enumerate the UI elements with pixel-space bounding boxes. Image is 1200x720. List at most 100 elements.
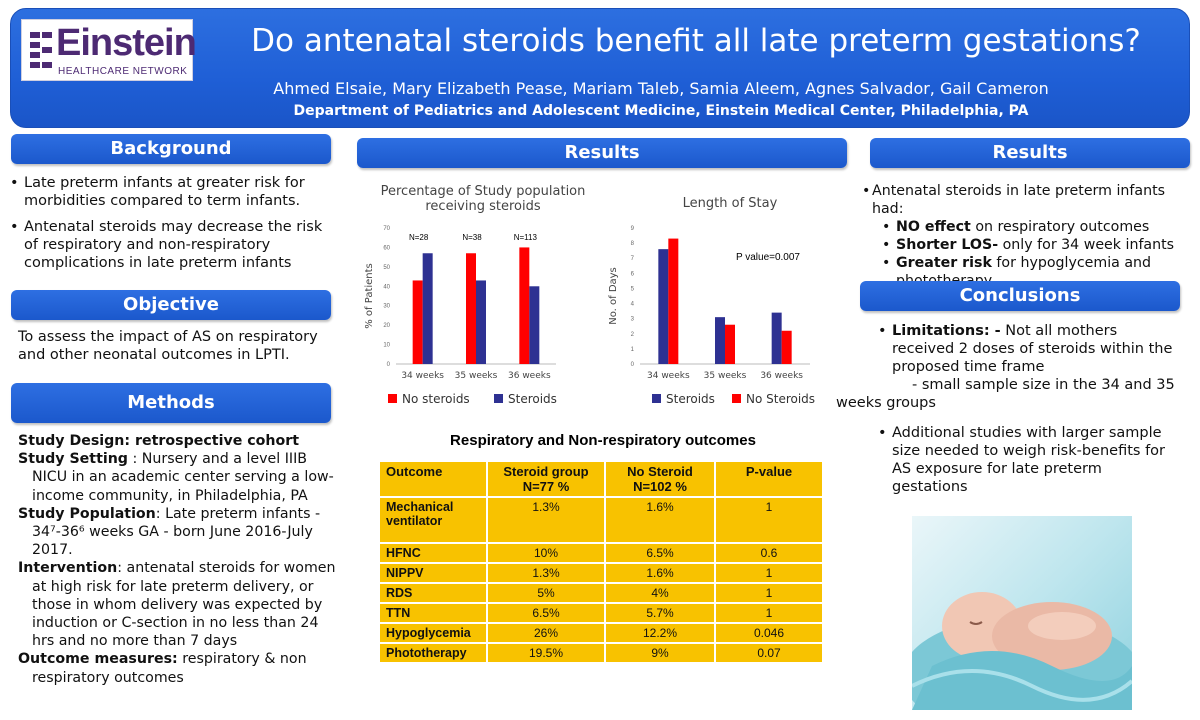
outcomes-table: Outcome Steroid group N=77 % No Steroid … [378,460,824,664]
bar [715,317,725,364]
bar [725,324,735,364]
y-tick-label: 4 [631,302,635,308]
baby-illustration [912,592,1132,710]
table-row: NIPPV 1.3% 1.6% 1 [378,562,824,584]
methods-label: Study Setting [18,451,128,468]
methods-text: : Late preterm infants - 34⁷-36⁶ weeks G… [32,505,321,559]
methods-label: Intervention [18,560,118,577]
results-point: NO effect on respiratory outcomes [880,218,1198,236]
bar [422,253,433,364]
bar [412,280,423,364]
conclusions-heading: Conclusions [860,281,1180,311]
logo-word: Einstein [56,22,197,64]
y-tick-label: 8 [631,241,635,247]
results-summary: Antenatal steroids in late preterm infan… [860,182,1198,290]
sleeping-baby-photo [912,516,1132,710]
y-tick-label: 10 [383,343,390,349]
affiliation: Department of Pediatrics and Adolescent … [293,103,1029,119]
value-cell: 5% [486,582,606,604]
limitations-text: Not all mothers received 2 doses of ster… [892,323,1173,375]
bar [519,247,530,364]
legend-label: No steroids [402,392,470,406]
y-tick-label: 6 [631,271,635,277]
methods-label: Outcome measures: [18,651,178,668]
y-tick-label: 7 [631,256,635,262]
value-cell: 4% [604,582,716,604]
methods-item: Outcome measures: respiratory & non resp… [18,650,336,686]
legend-label: Steroids [666,392,715,406]
outcome-cell: Mechanical ventilator [378,496,488,544]
methods-label: Study Population [18,505,156,522]
value-cell: 1.6% [604,562,716,584]
value-cell: 10% [486,542,606,564]
methods-heading: Methods [11,383,331,423]
results-point-bold: NO effect [896,219,971,235]
table-row: RDS 5% 4% 1 [378,582,824,604]
methods-list: Study Design: retrospective cohort Study… [18,432,336,687]
results-point: Shorter LOS- only for 34 week infants [880,236,1198,254]
value-cell: 0.046 [714,622,824,644]
conclusions-list: Limitations: - Not all mothers received … [836,322,1176,496]
value-cell: 1 [714,496,824,544]
legend-swatch [732,394,741,403]
methods-item: Intervention: antenatal steroids for wom… [18,559,336,650]
y-tick-label: 50 [383,265,390,271]
value-cell: 1.3% [486,496,606,544]
legend-swatch [494,394,503,403]
bar [658,249,669,364]
y-tick-label: 5 [631,286,635,292]
outcome-cell: Hypoglycemia [378,622,488,644]
value-cell: 26% [486,622,606,644]
poster-header: Einstein HEALTHCARE NETWORK Do antenatal… [10,8,1190,128]
chart1-title: Percentage of Study population receiving… [380,184,586,214]
y-tick-label: 2 [631,332,635,338]
limitations-second: - small sample size in the 34 and 35 wee… [836,377,1175,411]
length-of-stay-chart: 0 1 2 3 4 5 6 7 8 9 No. of Days 34 weeks 35 weeks 36 … [608,226,815,406]
y-tick-label: 70 [383,226,390,232]
bar [781,330,792,364]
y-tick-label: 20 [383,323,390,329]
x-tick-label: 36 weeks [508,371,551,381]
methods-label: Study Design: retrospective cohort [18,433,300,449]
table-header: P-value [714,460,824,498]
logo-subtitle: HEALTHCARE NETWORK [58,66,188,77]
y-tick-label: 30 [383,304,390,310]
methods-text: respiratory & non respiratory outcomes [32,651,307,686]
y-tick-label: 9 [631,226,635,232]
value-cell: 5.7% [604,602,716,624]
results-point-bold: Shorter LOS- [896,237,999,253]
outcome-cell: HFNC [378,542,488,564]
x-tick-label: 34 weeks [401,371,444,381]
limitations-label: Limitations: - [892,323,1001,339]
y-tick-label: 1 [631,347,635,353]
background-bullet: Late preterm infants at greater risk for… [8,174,334,210]
chart2-title: Length of Stay [682,196,778,211]
value-cell: 19.5% [486,642,606,664]
y-axis-label: No. of Days [608,267,619,325]
results-heading-right: Results [870,138,1190,168]
methods-text: : antenatal steroids for women at high r… [32,560,336,650]
logo-mark-icon [30,32,52,68]
results-heading-middle: Results [357,138,847,168]
methods-item: Study Setting : Nursery and a level IIIB… [18,450,336,505]
bar [529,286,540,364]
value-cell: 0.07 [714,642,824,664]
background-list: Late preterm infants at greater risk for… [8,174,334,272]
sample-size-label: N=28 [409,233,429,242]
value-cell: 1.6% [604,496,716,544]
value-cell: 0.6 [714,542,824,564]
objective-heading: Objective [11,290,331,320]
outcome-cell: RDS [378,582,488,604]
table-header: Outcome [378,460,488,498]
background-heading: Background [11,134,331,164]
table-row: Phototherapy 19.5% 9% 0.07 [378,642,824,664]
value-cell: 1.3% [486,562,606,584]
x-tick-label: 36 weeks [760,371,803,381]
bar [771,312,782,364]
sample-size-label: N=113 [514,233,538,242]
value-cell: 1 [714,562,824,584]
table-header: Steroid group N=77 % [486,460,606,498]
y-tick-label: 60 [383,245,390,251]
outcome-cell: TTN [378,602,488,624]
bar [668,238,679,364]
